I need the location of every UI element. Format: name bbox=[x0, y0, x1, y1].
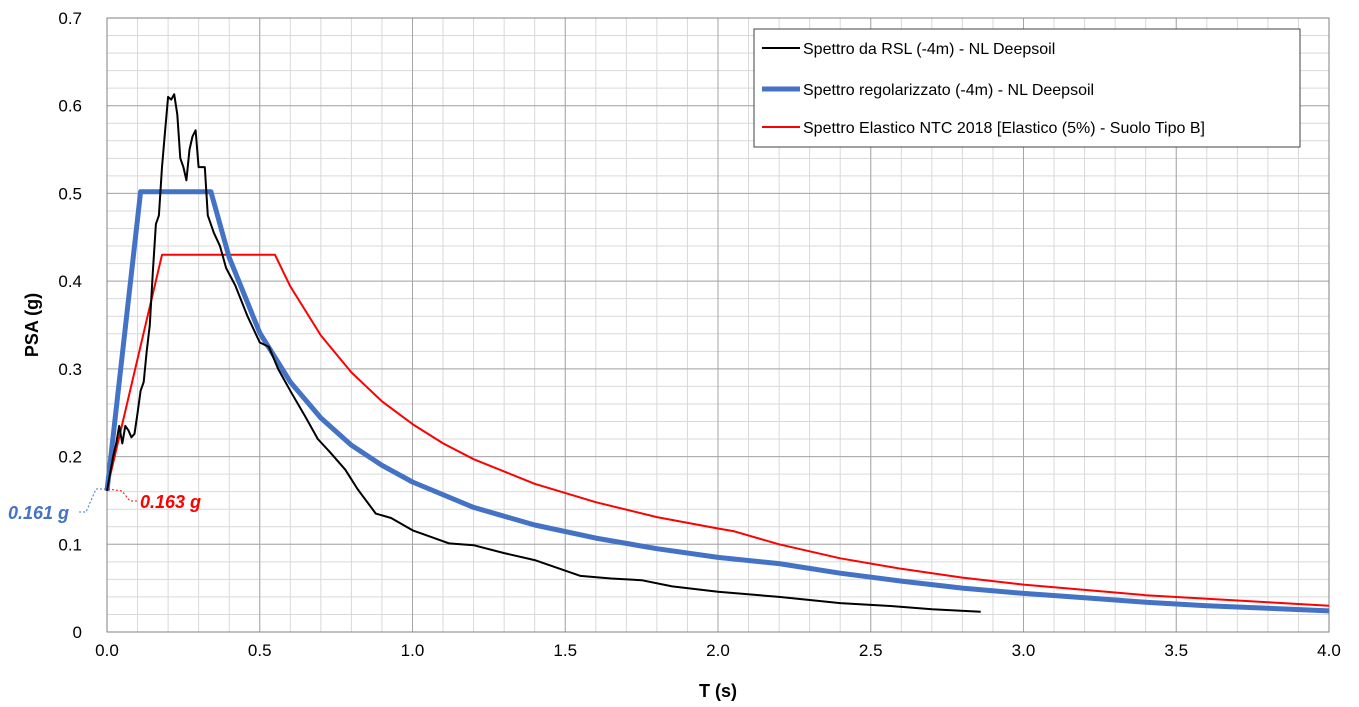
legend-box bbox=[753, 28, 1301, 148]
annotation-0163: 0.163 g bbox=[140, 492, 201, 512]
series-line-regolarizzato bbox=[104, 189, 1330, 614]
legend-label-regolarizzato: Spettro regolarizzato (-4m) - NL Deepsoi… bbox=[803, 82, 1094, 99]
plot-border bbox=[106, 17, 1330, 633]
annotation-leader-red bbox=[107, 488, 138, 502]
x-tick-label: 3.5 bbox=[1164, 641, 1188, 660]
y-axis-title: PSA (g) bbox=[22, 293, 42, 357]
annotations: 0.161 g 0.163 g bbox=[8, 488, 201, 523]
x-tick-label: 0.5 bbox=[248, 641, 272, 660]
y-tick-label: 0.5 bbox=[58, 184, 82, 203]
x-tick-label: 1.0 bbox=[401, 641, 425, 660]
legend-label-rsl: Spettro da RSL (-4m) - NL Deepsoil bbox=[803, 41, 1055, 58]
series-layer bbox=[104, 93, 1330, 614]
y-tick-label: 0.2 bbox=[58, 448, 82, 467]
y-tick-label: 0.4 bbox=[58, 272, 82, 291]
y-tick-label: 0 bbox=[73, 623, 82, 642]
x-tick-label: 2.0 bbox=[706, 641, 730, 660]
annotation-leader-blue bbox=[78, 488, 106, 513]
annotation-0161: 0.161 g bbox=[8, 503, 69, 523]
y-tick-label: 0.3 bbox=[58, 360, 82, 379]
series-line-ntc bbox=[106, 253, 1330, 607]
x-tick-label: 3.0 bbox=[1012, 641, 1036, 660]
x-axis-title: T (s) bbox=[699, 681, 737, 701]
x-tick-label: 2.5 bbox=[859, 641, 883, 660]
y-tick-label: 0.6 bbox=[58, 97, 82, 116]
x-tick-label: 4.0 bbox=[1317, 641, 1341, 660]
x-tick-label: 1.5 bbox=[553, 641, 577, 660]
y-tick-label: 0.1 bbox=[58, 535, 82, 554]
y-tick-label: 0.7 bbox=[58, 9, 82, 28]
x-axis-ticks: 0.0 0.5 1.0 1.5 2.0 2.5 3.0 3.5 4.0 bbox=[95, 641, 1341, 660]
legend-label-ntc: Spettro Elastico NTC 2018 [Elastico (5%)… bbox=[803, 120, 1205, 137]
series-line-rsl bbox=[106, 93, 981, 613]
y-axis-ticks: 0 0.1 0.2 0.3 0.4 0.5 0.6 0.7 bbox=[58, 9, 82, 642]
legend: Spettro da RSL (-4m) - NL Deepsoil Spett… bbox=[753, 28, 1301, 148]
x-tick-label: 0.0 bbox=[95, 641, 119, 660]
